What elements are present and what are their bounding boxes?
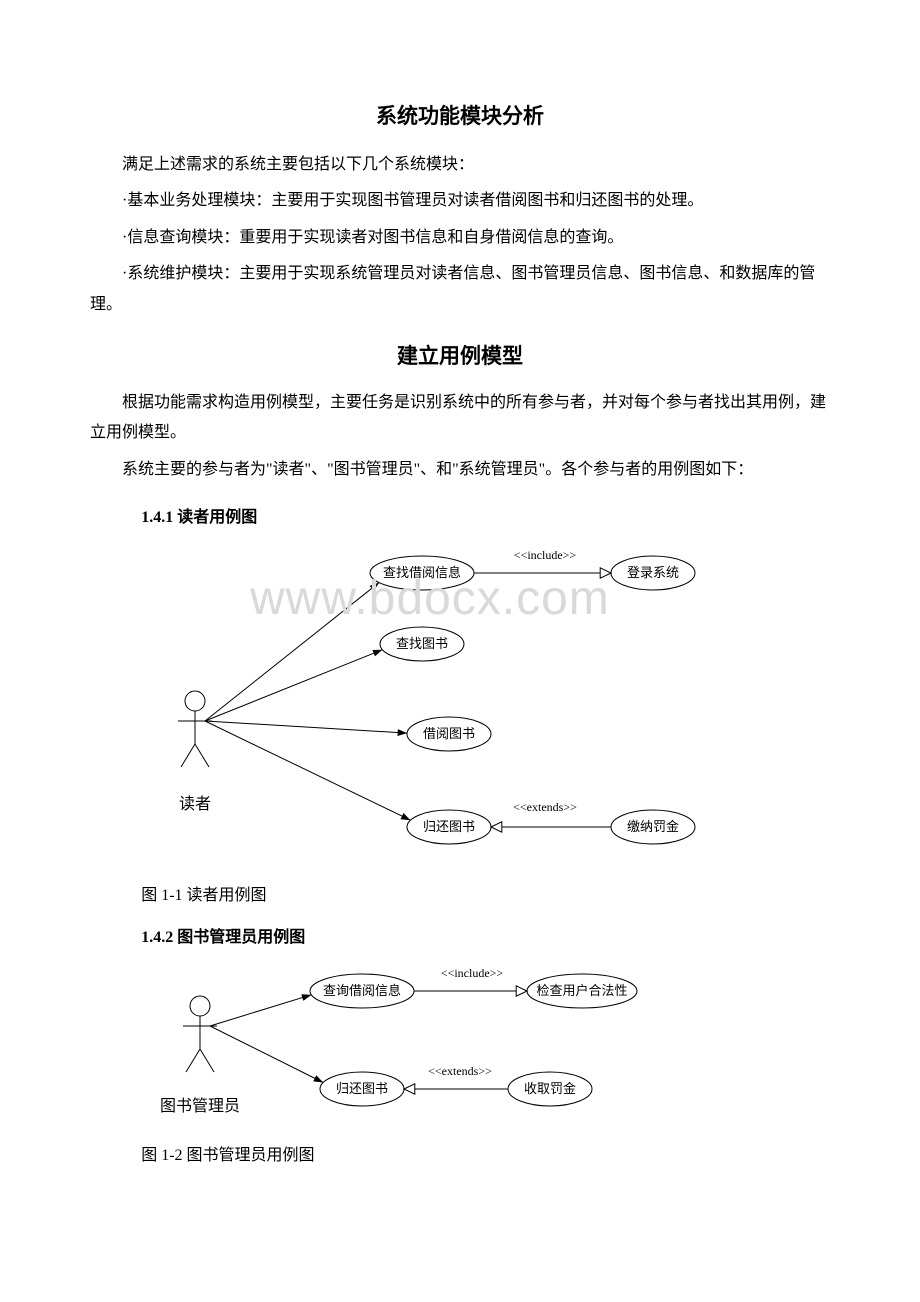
para-usecase1: 根据功能需求构造用例模型，主要任务是识别系统中的所有参与者，并对每个参与者找出其… [90, 388, 830, 449]
para-intro: 满足上述需求的系统主要包括以下几个系统模块： [90, 150, 830, 180]
usecase-diagram-librarian: 图书管理员 查询借阅信息 检查用户合法性归还图书 收取罚金 <<include>> <<e… [150, 959, 680, 1129]
caption-1: 图 1-1 读者用例图 [90, 881, 830, 905]
svg-text:借阅图书: 借阅图书 [423, 726, 475, 741]
svg-text:读者: 读者 [179, 795, 211, 813]
svg-text:缴纳罚金: 缴纳罚金 [627, 819, 679, 834]
svg-text:查找图书: 查找图书 [396, 636, 448, 651]
title-usecase: 建立用例模型 [90, 340, 830, 370]
title-main: 系统功能模块分析 [90, 100, 830, 130]
svg-text:归还图书: 归还图书 [336, 1081, 388, 1096]
svg-text:<<include>>: <<include>> [441, 966, 504, 980]
para-module1: ·基本业务处理模块：主要用于实现图书管理员对读者借阅图书和归还图书的处理。 [90, 186, 830, 216]
usecase-diagram-reader: 读者 查找借阅信息 登录系统查找图书借阅图书归还图书 缴纳罚金 <<include>> <… [150, 539, 730, 869]
svg-text:<<extends>>: <<extends>> [513, 800, 577, 814]
svg-text:查找借阅信息: 查找借阅信息 [383, 565, 461, 580]
svg-text:查询借阅信息: 查询借阅信息 [323, 983, 401, 998]
section-heading-2: 1.4.2 图书管理员用例图 [90, 923, 830, 947]
svg-text:归还图书: 归还图书 [423, 819, 475, 834]
section-heading-1: 1.4.1 读者用例图 [90, 503, 830, 527]
para-module2: ·信息查询模块：重要用于实现读者对图书信息和自身借阅信息的查询。 [90, 223, 830, 253]
svg-text:登录系统: 登录系统 [627, 565, 679, 580]
para-module3: ·系统维护模块：主要用于实现系统管理员对读者信息、图书管理员信息、图书信息、和数… [90, 259, 830, 320]
svg-text:收取罚金: 收取罚金 [524, 1081, 576, 1096]
para-usecase2: 系统主要的参与者为"读者"、"图书管理员"、和"系统管理员"。各个参与者的用例图… [90, 455, 830, 485]
svg-text:检查用户合法性: 检查用户合法性 [536, 983, 627, 998]
svg-text:<<include>>: <<include>> [514, 548, 577, 562]
caption-2: 图 1-2 图书管理员用例图 [90, 1141, 830, 1165]
svg-text:<<extends>>: <<extends>> [428, 1064, 492, 1078]
svg-text:图书管理员: 图书管理员 [160, 1097, 240, 1115]
